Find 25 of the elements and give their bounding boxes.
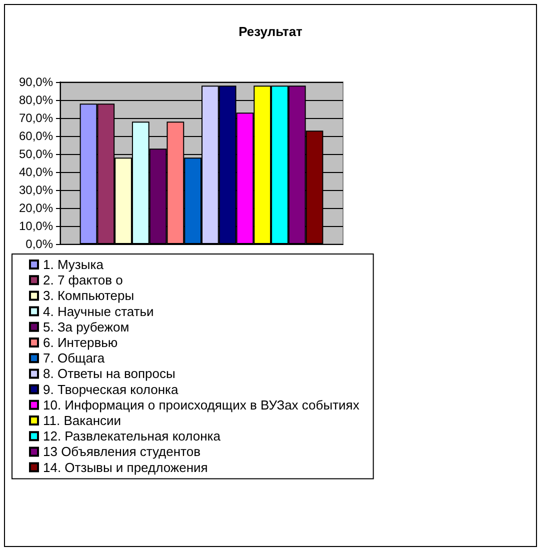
legend-label: 4. Научные статьи: [43, 304, 154, 319]
legend-label: 2. 7 фактов о: [43, 272, 123, 288]
chart-title: Результат: [238, 24, 302, 39]
y-tick-label: 0,0%: [26, 237, 54, 251]
y-tick-label: 70,0%: [18, 111, 54, 125]
y-tick-label: 80,0%: [18, 93, 54, 107]
legend-label: 5. За рубежом: [43, 319, 130, 334]
y-tick-label: 60,0%: [18, 129, 54, 143]
legend-label: 12. Развлекательная колонка: [43, 428, 222, 444]
legend-label: 1. Музыка: [43, 257, 104, 272]
legend-label: 3. Компьютеры: [43, 288, 134, 304]
y-tick-label: 90,0%: [18, 75, 54, 89]
legend-label: 7. Общага: [43, 350, 106, 366]
y-tick-label: 30,0%: [18, 183, 54, 197]
y-tick-label: 10,0%: [18, 219, 54, 233]
legend-label: 14. Отзывы и предложения: [43, 460, 208, 475]
y-tick-label: 20,0%: [18, 201, 54, 215]
legend-label: 6. Интервью: [43, 335, 118, 350]
y-tick-label: 50,0%: [18, 147, 54, 161]
legend-label: 11. Вакансии: [43, 413, 122, 428]
legend-label: 10. Информация о происходящих в ВУЗах событиях: [43, 397, 360, 412]
legend-label: 8. Ответы на вопросы: [43, 366, 176, 382]
y-tick-label: 40,0%: [18, 165, 54, 179]
legend-label: 13 Объявления студентов: [43, 444, 201, 460]
legend-label: 9. Творческая колонка: [43, 382, 180, 397]
